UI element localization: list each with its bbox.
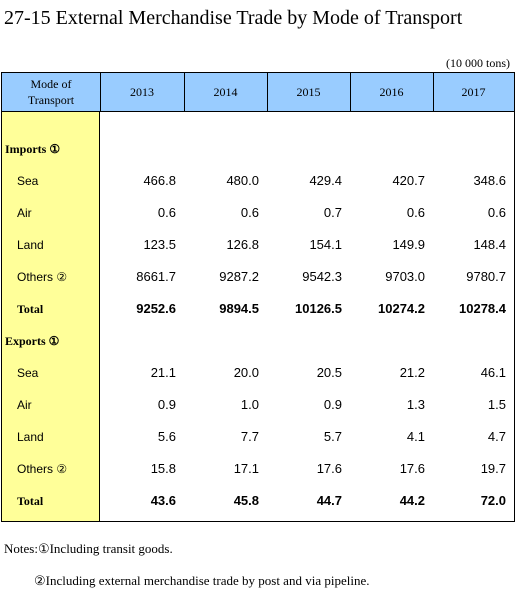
cell-value: 10126.5	[295, 301, 342, 316]
cell-value: 46.1	[480, 365, 506, 380]
cell-value: 0.6	[240, 205, 259, 220]
header-divider	[184, 73, 185, 112]
cell-value: 45.8	[233, 493, 259, 508]
cell-value: 126.8	[226, 237, 259, 252]
row-label: Land	[17, 430, 44, 444]
row-label: Air	[17, 206, 32, 220]
cell-value: 9780.7	[466, 269, 506, 284]
cell-value: 1.3	[406, 397, 425, 412]
row-label: Sea	[17, 174, 39, 188]
cell-value: 43.6	[150, 493, 176, 508]
cell-value: 9703.0	[385, 269, 425, 284]
header-cell: Mode of Transport	[27, 77, 75, 107]
header-bg	[2, 73, 514, 112]
row-label: Others ②	[17, 270, 68, 284]
cell-value: 466.8	[143, 173, 176, 188]
row-label: Land	[17, 238, 44, 252]
cell-value: 20.0	[233, 365, 259, 380]
cell-value: 44.7	[316, 493, 342, 508]
header-cell: 2017	[461, 85, 486, 99]
cell-value: 420.7	[392, 173, 425, 188]
cell-value: 21.1	[150, 365, 176, 380]
cell-value: 0.9	[323, 397, 342, 412]
cell-value: 9542.3	[302, 269, 342, 284]
cell-value: 149.9	[392, 237, 425, 252]
header-cell: 2014	[213, 85, 238, 99]
cell-value: 9287.2	[219, 269, 259, 284]
cell-value: 72.0	[480, 493, 506, 508]
cell-value: 1.0	[240, 397, 259, 412]
cell-value: 123.5	[143, 237, 176, 252]
cell-value: 429.4	[309, 173, 342, 188]
header-cell: 2016	[379, 85, 404, 99]
table-frame	[1, 72, 515, 522]
cell-value: 10278.4	[459, 301, 506, 316]
row-label: Others ②	[17, 462, 68, 476]
cell-value: 348.6	[473, 173, 506, 188]
cell-value: 15.8	[150, 461, 176, 476]
cell-value: 9894.5	[219, 301, 259, 316]
cell-value: 17.1	[233, 461, 259, 476]
cell-value: 20.5	[316, 365, 342, 380]
cell-value: 17.6	[316, 461, 342, 476]
cell-value: 5.7	[323, 429, 342, 444]
cell-value: 21.2	[399, 365, 425, 380]
cell-value: 0.7	[323, 205, 342, 220]
header-divider	[433, 73, 434, 112]
cell-value: 148.4	[473, 237, 506, 252]
cell-value: 0.6	[157, 205, 176, 220]
unit: (10 000 tons)	[446, 56, 510, 70]
cell-value: 154.1	[309, 237, 342, 252]
header-cell: 2013	[130, 85, 154, 99]
row-label: Total	[17, 302, 44, 316]
cell-value: 0.6	[406, 205, 425, 220]
header-cell: 2015	[296, 85, 321, 99]
cell-value: 5.6	[157, 429, 176, 444]
cell-value: 10274.2	[378, 301, 425, 316]
cell-value: 480.0	[226, 173, 259, 188]
cell-value: 0.6	[487, 205, 506, 220]
cell-value: 7.7	[240, 429, 259, 444]
cell-value: 0.9	[157, 397, 176, 412]
row-label: Sea	[17, 366, 39, 380]
note: ②Including external merchandise trade by…	[34, 573, 370, 588]
title: 27-15 External Merchandise Trade by Mode…	[4, 7, 463, 29]
cell-value: 8661.7	[136, 269, 176, 284]
cell-value: 9252.6	[136, 301, 176, 316]
cell-value: 17.6	[399, 461, 425, 476]
cell-value: 4.7	[487, 429, 506, 444]
cell-value: 1.5	[487, 397, 506, 412]
section-label: Exports ①	[5, 334, 60, 348]
section-label: Imports ①	[5, 142, 61, 156]
header-divider	[350, 73, 351, 112]
cell-value: 4.1	[406, 429, 425, 444]
cell-value: 19.7	[480, 461, 506, 476]
label-column	[2, 112, 100, 521]
note: Notes:①Including transit goods.	[4, 541, 173, 556]
row-label: Total	[17, 494, 44, 508]
header-divider	[267, 73, 268, 112]
cell-value: 44.2	[399, 493, 425, 508]
row-label: Air	[17, 398, 32, 412]
header-divider	[100, 73, 101, 112]
